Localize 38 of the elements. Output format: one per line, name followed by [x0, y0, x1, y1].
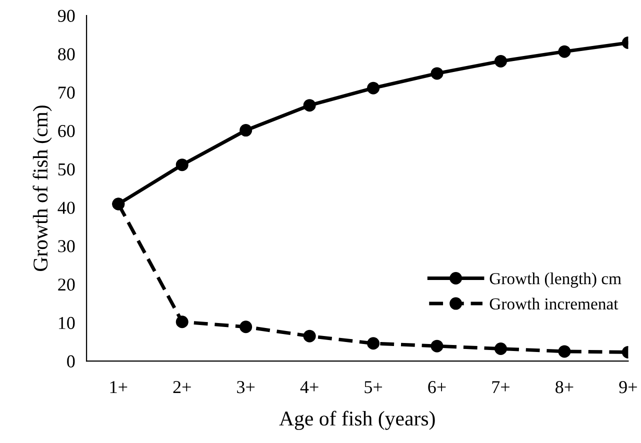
x-tick-label: 7+: [492, 381, 510, 394]
x-tick-label: 3+: [237, 381, 255, 394]
point: [558, 345, 571, 358]
point: [367, 82, 380, 94]
y-tick-label: 20: [58, 278, 75, 291]
y-tick-label: 30: [58, 240, 75, 252]
point: [494, 342, 507, 356]
x-tick-label: 2+: [173, 381, 191, 394]
point: [112, 198, 125, 210]
x-tick-label: 9+: [619, 381, 637, 394]
x-axis-title: Age of fish (years): [279, 410, 435, 430]
y-tick-label: 0: [67, 355, 75, 368]
point: [240, 124, 252, 137]
point: [494, 54, 507, 68]
x-tick-label: 8+: [556, 381, 574, 394]
point: [303, 330, 316, 342]
point: [430, 67, 444, 80]
x-tick-label: 4+: [300, 381, 318, 394]
point: [176, 316, 188, 328]
y-axis-title: Growth of fish (cm): [32, 106, 52, 272]
y-tick-label: 90: [58, 10, 75, 22]
x-tick-label: 1+: [110, 381, 128, 394]
y-tick-label: 10: [58, 316, 75, 330]
y-tick-label: 60: [58, 124, 75, 138]
y-tick-label: 50: [58, 163, 75, 176]
legend-label: Growth incremenat: [490, 298, 618, 310]
y-tick-label: 70: [58, 86, 75, 99]
point: [303, 99, 316, 112]
legend-label: Growth (length) cm: [490, 272, 622, 288]
y-tick-label: 40: [58, 202, 75, 214]
point: [367, 337, 380, 350]
point: [240, 320, 252, 334]
y-tick-label: 80: [58, 48, 75, 60]
x-tick-label: 6+: [428, 381, 446, 394]
point: [558, 45, 571, 58]
point: [176, 158, 188, 172]
point: [430, 340, 444, 352]
x-tick-label: 5+: [364, 381, 382, 394]
